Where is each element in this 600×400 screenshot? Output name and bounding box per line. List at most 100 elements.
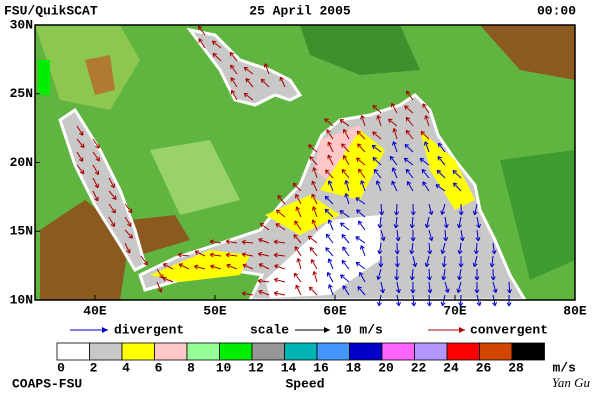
wind-arrow <box>308 235 318 244</box>
wind-arrow <box>441 242 446 254</box>
wind-arrowhead <box>294 220 299 225</box>
wind-arrowhead <box>427 276 432 281</box>
wind-arrow <box>310 259 318 270</box>
wind-arrowhead <box>424 223 430 229</box>
wind-arrowhead <box>405 129 411 135</box>
wind-arrow <box>243 66 254 75</box>
wind-arrow <box>243 92 254 101</box>
colorbar-swatch <box>121 342 155 361</box>
wind-arrow <box>474 203 478 215</box>
colorbar-swatch <box>479 342 513 361</box>
wind-arrowhead <box>210 264 215 270</box>
wind-arrowhead <box>263 63 269 68</box>
legend-scale: scale <box>250 322 289 337</box>
wind-arrow <box>108 190 117 200</box>
wind-arrowhead <box>457 275 463 281</box>
wind-arrow <box>274 241 286 244</box>
wind-arrow <box>395 203 398 216</box>
wind-arrowhead <box>94 170 100 175</box>
wind-arrow <box>124 216 132 227</box>
wind-arrowhead <box>327 154 332 160</box>
wind-arrowhead <box>357 143 362 148</box>
wind-arrowhead <box>327 141 332 147</box>
wind-arrow <box>410 242 414 254</box>
speed-patch <box>320 130 385 200</box>
wind-arrowhead <box>310 259 316 264</box>
wind-arrow <box>443 255 446 267</box>
wind-arrowhead <box>391 102 396 108</box>
wind-arrow <box>340 222 350 231</box>
wind-arrow <box>198 38 206 49</box>
wind-arrowhead <box>378 263 384 268</box>
wind-arrow <box>442 268 446 280</box>
wind-arrowhead <box>356 130 362 136</box>
wind-arrowhead <box>128 234 133 239</box>
wind-arrow <box>380 229 385 241</box>
wind-arrowhead <box>341 234 346 239</box>
wind-arrowhead <box>311 193 316 199</box>
colorbar-tick-label: 24 <box>443 360 459 375</box>
wind-arrow <box>294 220 302 231</box>
wind-arrowhead <box>198 38 203 43</box>
x-tick-label: 40E <box>83 303 107 318</box>
colorbar-tick-label: 14 <box>281 360 297 375</box>
wind-arrow <box>473 255 478 267</box>
wind-arrowhead <box>441 275 447 281</box>
wind-arrow <box>360 245 366 257</box>
wind-arrowhead <box>452 182 458 187</box>
wind-arrowhead <box>257 251 263 257</box>
wind-arrowhead <box>110 183 115 189</box>
y-tick-label: 30N <box>10 17 33 32</box>
x-tick-label: 60E <box>323 303 347 318</box>
wind-arrow <box>76 138 85 148</box>
wind-arrow <box>342 285 350 296</box>
wind-arrowhead <box>295 206 301 212</box>
wind-arrowhead <box>324 208 330 214</box>
colorbar-tick-label: 2 <box>90 360 98 375</box>
wind-arrow <box>210 265 222 270</box>
wind-arrow <box>379 216 382 228</box>
wind-arrowhead <box>376 275 382 280</box>
wind-arrow <box>356 130 366 140</box>
wind-arrowhead <box>309 156 314 161</box>
wind-arrowhead <box>307 235 313 241</box>
wind-arrow <box>396 281 400 293</box>
wind-arrowhead <box>275 223 280 228</box>
wind-arrow <box>293 272 302 283</box>
wind-arrow <box>389 156 398 166</box>
wind-arrow <box>309 247 318 257</box>
wind-arrow <box>342 246 350 257</box>
wind-arrow <box>194 250 206 257</box>
wind-arrow <box>424 141 430 153</box>
wind-arrowhead <box>371 144 377 150</box>
wind-arrow <box>444 229 447 242</box>
wind-arrowhead <box>395 288 401 294</box>
colorbar-swatch <box>284 342 318 361</box>
wind-arrowhead <box>421 168 427 174</box>
wind-arrow <box>428 229 433 241</box>
wind-arrow <box>163 263 174 270</box>
wind-arrow <box>327 272 334 283</box>
wind-arrowhead <box>311 206 317 211</box>
colorbar-swatch <box>349 342 383 361</box>
wind-arrow <box>124 203 133 213</box>
wind-arrowhead <box>312 271 318 276</box>
wind-arrowhead <box>277 195 282 200</box>
wind-arrow <box>371 144 382 153</box>
wind-arrowhead <box>308 286 314 292</box>
wind-arrowhead <box>440 210 446 215</box>
wind-arrowhead <box>344 193 349 198</box>
wind-arrowhead <box>375 180 381 185</box>
wind-arrowhead <box>473 250 479 255</box>
wind-arrow <box>162 277 174 283</box>
wind-arrow <box>492 242 496 254</box>
wind-arrow <box>311 180 318 192</box>
wind-arrowhead <box>309 246 315 252</box>
wind-arrowhead <box>435 184 441 189</box>
wind-arrowhead <box>324 118 329 123</box>
wind-arrowhead <box>194 264 199 270</box>
wind-arrowhead <box>342 155 348 160</box>
wind-arrow <box>279 76 286 88</box>
wind-arrowhead <box>422 103 427 108</box>
wind-arrow <box>343 129 350 140</box>
